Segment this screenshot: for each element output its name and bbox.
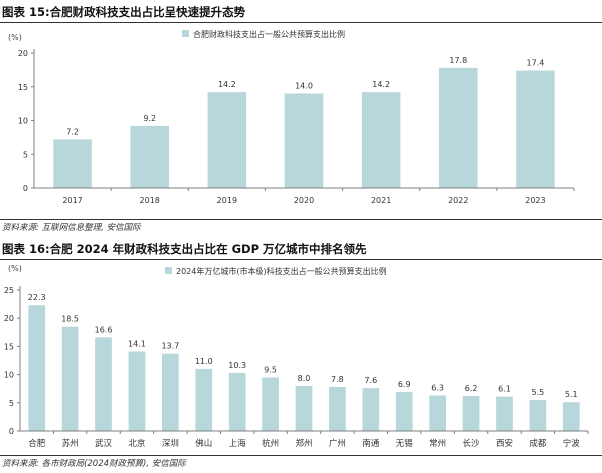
chart1-bar <box>439 67 478 188</box>
chart2-svg: (%) 2024年万亿城市(市本级)科技支出占一般公共预算支出比例 0 5 10 15 20… <box>4 264 589 449</box>
chart2-category-label: 北京 <box>128 438 145 449</box>
chart2-category-label: 无锡 <box>396 439 414 449</box>
chart1-value-label: 14.2 <box>372 80 390 89</box>
chart2-value-label: 6.2 <box>465 384 478 393</box>
chart1-source: 资料来源: 互联网信息整理, 安信国际 <box>2 223 141 233</box>
chart2-ytick-label: 15 <box>4 342 14 351</box>
chart1-bar <box>53 139 92 188</box>
chart2-bar <box>262 377 279 431</box>
chart2-bar <box>429 395 446 431</box>
chart1-category-label: 2017 <box>62 196 82 205</box>
chart2-value-label: 13.7 <box>161 342 179 351</box>
chart1-source-rule <box>0 219 602 220</box>
chart2-bar <box>295 385 313 431</box>
chart2-bar <box>395 392 413 431</box>
chart2-category-label: 南通 <box>362 438 380 449</box>
chart1-ytick-label: 20 <box>18 49 28 58</box>
chart2-source-rule <box>0 455 602 456</box>
chart1-svg: (%) 合肥财政科技支出占一般公共预算支出比例 0 5 10 15 20 7.2 2017 9.2… <box>8 29 575 205</box>
chart2-category-label: 西安 <box>496 438 513 449</box>
chart2-category-label: 苏州 <box>62 438 79 449</box>
chart1-value-label: 17.8 <box>449 56 467 65</box>
chart2-category-label: 郑州 <box>295 438 312 449</box>
chart2-bar <box>128 351 146 431</box>
chart2-bar <box>28 305 46 431</box>
chart2-bar <box>61 326 79 431</box>
chart2-title-rule <box>0 259 602 260</box>
chart1-ytick-label: 5 <box>23 150 28 159</box>
chart2-bar <box>362 388 380 431</box>
chart1-ytick-label: 15 <box>18 83 28 92</box>
chart2-bar <box>496 396 513 431</box>
chart2-source: 资料来源: 各市财政局(2024财政预算), 安信国际 <box>2 459 186 469</box>
chart2-value-label: 5.5 <box>532 388 545 397</box>
chart2-value-label: 6.3 <box>431 383 444 392</box>
chart1-category-label: 2023 <box>525 196 545 205</box>
chart2-value-label: 16.6 <box>95 325 113 334</box>
chart2-ytick-label: 25 <box>4 286 14 295</box>
chart1-legend-swatch <box>182 30 189 37</box>
chart2-category-label: 杭州 <box>262 438 279 449</box>
chart1-value-label: 14.2 <box>218 80 236 89</box>
chart2-bar <box>329 387 346 431</box>
chart2-value-label: 7.8 <box>331 375 344 384</box>
chart2-ytick-label: 0 <box>9 427 14 436</box>
chart1-bar <box>207 92 247 188</box>
chart2-category-label: 常州 <box>429 438 446 449</box>
chart2-bar <box>562 402 580 431</box>
chart1-legend-label: 合肥财政科技支出占一般公共预算支出比例 <box>193 29 345 39</box>
chart2-bar <box>195 368 213 431</box>
chart2-ytick-label: 5 <box>9 399 14 408</box>
chart1-category-label: 2022 <box>448 196 468 205</box>
chart2-category-label: 上海 <box>229 438 247 449</box>
chart1-value-label: 7.2 <box>66 127 79 136</box>
chart1-bar <box>516 70 555 188</box>
chart2-value-label: 14.1 <box>128 339 146 348</box>
chart1-unit-label: (%) <box>8 33 22 42</box>
chart2-legend-label: 2024年万亿城市(市本级)科技支出占一般公共预算支出比例 <box>176 266 387 276</box>
chart1-bar <box>130 125 169 188</box>
chart1-bar <box>361 92 401 188</box>
chart2-value-label: 8.0 <box>298 374 311 383</box>
chart1-category-label: 2020 <box>294 196 314 205</box>
chart2-bar <box>95 337 112 431</box>
chart1-figure-title: 图表 15:合肥财政科技支出占比呈快速提升态势 <box>2 5 246 19</box>
chart2-category-label: 武汉 <box>95 438 113 449</box>
chart1-ytick-label: 0 <box>23 184 28 193</box>
chart1-value-label: 14.0 <box>295 82 313 91</box>
chart1-bar <box>284 93 324 188</box>
chart2-value-label: 5.1 <box>565 390 578 399</box>
chart2-category-label: 合肥 <box>28 438 46 449</box>
chart2-ytick-label: 20 <box>4 314 14 323</box>
chart2-category-label: 广州 <box>329 438 346 449</box>
chart1-value-label: 17.4 <box>527 59 545 68</box>
chart2-bar <box>228 372 246 431</box>
chart2-category-label: 深圳 <box>162 438 179 449</box>
chart2-figure-title: 图表 16:合肥 2024 年财政科技支出占比在 GDP 万亿城市中排名领先 <box>2 242 367 256</box>
chart2-value-label: 22.3 <box>28 293 46 302</box>
chart1-title-rule <box>0 22 602 23</box>
chart2-ytick-label: 10 <box>4 371 14 380</box>
chart1-category-label: 2019 <box>217 196 237 205</box>
chart2-value-label: 6.9 <box>398 380 411 389</box>
chart1-ytick-label: 10 <box>18 117 28 126</box>
chart2-legend-swatch <box>165 267 172 274</box>
chart2-value-label: 7.6 <box>364 376 377 385</box>
chart2-category-label: 宁波 <box>563 438 581 449</box>
chart2-category-label: 长沙 <box>463 438 481 449</box>
chart2-bar <box>462 396 480 431</box>
chart2-value-label: 11.0 <box>195 357 213 366</box>
chart2-value-label: 6.1 <box>498 385 511 394</box>
chart2-bar <box>529 399 547 431</box>
chart2-category-label: 成都 <box>529 438 547 449</box>
chart2-value-label: 9.5 <box>264 365 277 374</box>
chart2-bar <box>162 353 179 431</box>
chart1-value-label: 9.2 <box>143 114 156 123</box>
chart2-unit-label: (%) <box>8 264 22 273</box>
chart2-value-label: 10.3 <box>228 361 246 370</box>
chart1-category-label: 2018 <box>140 196 160 205</box>
chart2-category-label: 佛山 <box>195 438 212 449</box>
chart1-category-label: 2021 <box>371 196 391 205</box>
chart2-value-label: 18.5 <box>61 315 79 324</box>
